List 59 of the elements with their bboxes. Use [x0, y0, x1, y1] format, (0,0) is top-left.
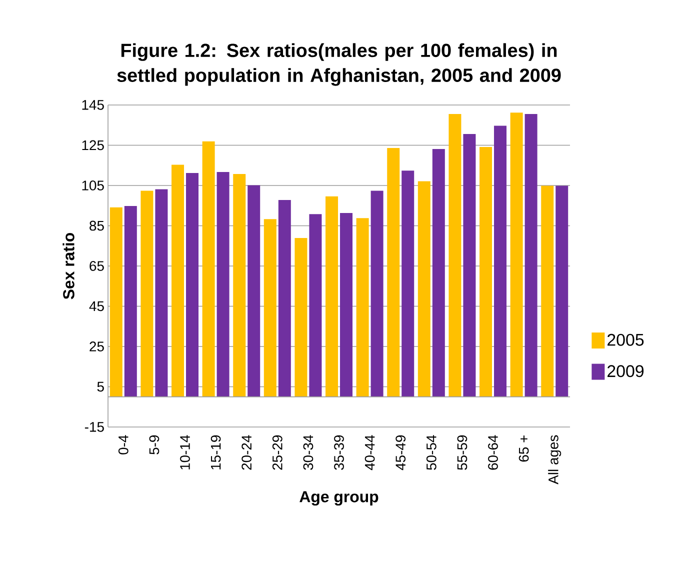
bar [524, 114, 538, 397]
x-tick-label: 65 + [518, 435, 529, 462]
x-tick-label: 15-19 [210, 435, 221, 470]
x-tick-label: 5-9 [149, 435, 160, 454]
x-axis-title: Age group [300, 491, 378, 506]
bar [155, 189, 168, 397]
y-tick-label: 145 [82, 100, 104, 110]
bar [494, 126, 507, 397]
x-tick-label: 30-34 [303, 435, 314, 470]
y-tick-label: 45 [89, 301, 104, 312]
bar [370, 190, 384, 397]
y-tick-label: 125 [82, 140, 104, 150]
x-tick-label: 45-49 [396, 435, 406, 470]
bar [264, 219, 276, 397]
x-tick-label: 55-59 [457, 435, 468, 470]
bar [216, 172, 230, 397]
chart-title: Figure 1.2: Sex ratios(males per 100 females) in settled population in Afghanistan, 2005 and 2009 [117, 43, 561, 86]
y-tick-label: 85 [90, 220, 104, 231]
legend-label: 2009 [608, 365, 644, 378]
bar [278, 200, 291, 397]
bar [294, 238, 308, 397]
bar [340, 213, 353, 397]
y-tick-label: 5 [97, 382, 104, 392]
y-axis-title: Sex ratio [62, 232, 74, 300]
x-tick-label: 10-14 [180, 435, 190, 470]
y-tick-label: 105 [82, 180, 104, 190]
bar [556, 186, 568, 397]
bar [248, 185, 260, 397]
bar [448, 114, 462, 397]
x-tick-label: 25-29 [272, 435, 282, 470]
bar [110, 207, 122, 397]
x-tick-label: 60-64 [488, 435, 498, 470]
y-tick-label: -15 [84, 422, 104, 432]
bar [387, 148, 400, 397]
bar [418, 181, 430, 397]
x-tick-label: 0-4 [118, 435, 128, 454]
bar [402, 170, 414, 397]
bar [124, 206, 137, 397]
bar [172, 164, 184, 397]
bar [309, 214, 322, 397]
x-tick-label: 20-24 [242, 435, 252, 470]
bar [140, 190, 154, 397]
bar [541, 186, 554, 397]
bar [233, 174, 246, 397]
x-tick-label: 40-44 [364, 435, 375, 470]
bar [463, 134, 476, 397]
bar [432, 149, 445, 397]
x-tick-label: 35-39 [334, 435, 344, 470]
x-tick-label: 50-54 [426, 435, 436, 470]
bar [326, 196, 338, 397]
bar [356, 218, 369, 397]
bar [510, 112, 523, 397]
x-tick-label: All ages [548, 435, 562, 484]
y-tick-label: 65 [90, 261, 104, 271]
y-tick-label: 25 [90, 342, 104, 352]
legend-label: 2005 [608, 334, 644, 346]
bar [186, 173, 199, 397]
bar [202, 141, 215, 397]
bar [480, 147, 492, 397]
